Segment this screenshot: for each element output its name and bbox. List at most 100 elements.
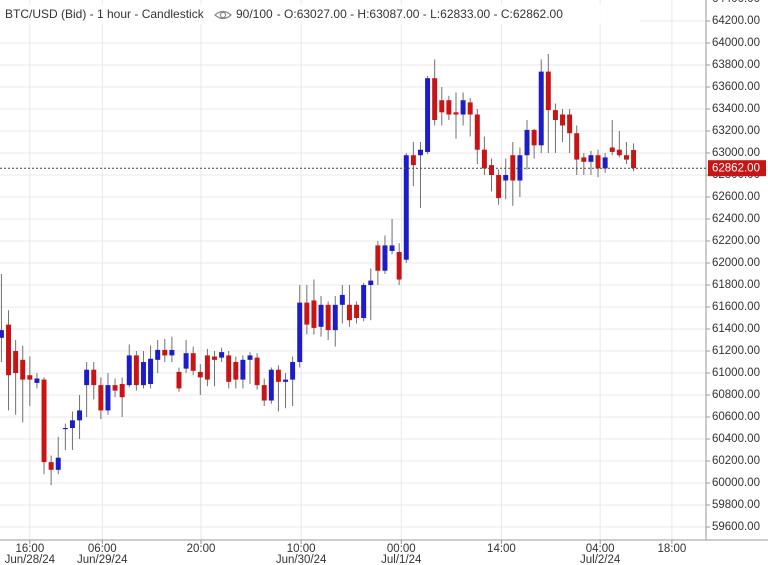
candle-body [69,420,75,429]
candle-body [623,155,629,160]
y-tick-label: 62000.00 [712,257,760,269]
y-tick-label: 59800.00 [712,499,760,511]
candle-body [140,362,146,386]
y-tick-label: 64400.00 [712,0,760,5]
candle-body [325,304,331,331]
candle-body [467,102,473,115]
grid [0,0,706,540]
candle-body [552,110,558,121]
y-tick-label: 61200.00 [712,345,760,357]
candle-body [396,252,402,280]
candle-body [517,155,523,181]
y-tick-label: 59600.00 [712,521,760,533]
x-tick-date: Jun/28/24 [5,554,56,565]
x-tick-label: 18:00 [658,543,687,555]
x-tick-date: Jul/1/24 [381,554,422,565]
candle-body [417,149,423,156]
y-tick-label: 60400.00 [712,433,760,445]
candle-body [460,100,466,115]
candle-body [190,353,196,371]
candle-body [212,356,217,360]
y-tick-label: 63000.00 [712,147,760,159]
candle-body [254,357,260,386]
candle-body [6,324,12,376]
x-tick-label: 14:00 [487,543,516,555]
candle-body [560,114,566,126]
candle-body [261,385,267,401]
visibility-icon[interactable] [214,10,232,20]
candle-body [354,304,360,319]
x-tick-date: Jun/29/24 [77,554,128,565]
candle-body [489,165,494,176]
candle-body [20,359,26,380]
ohlc-readout: - O:63027.00 - H:63087.00 - L:62833.00 -… [277,7,564,21]
candle-body [503,175,509,181]
candle-body [531,129,537,146]
x-tick-label: 10:00 [287,543,316,555]
candle-body [361,285,367,319]
candle-body [346,304,352,321]
candle-body [219,352,225,358]
candle-body [318,304,324,327]
x-tick-label: 06:00 [88,543,117,555]
candle-body [588,155,594,162]
candle-body [176,371,182,389]
candle-body [339,294,345,305]
candle-body [432,78,438,121]
candle-body [226,355,232,382]
y-tick-label: 63800.00 [712,59,760,71]
candle-body [197,371,203,378]
candle-body [410,155,416,166]
candle-body [545,71,551,111]
zoom-counter: 90/100 [236,7,273,21]
last-price-tag [708,160,766,177]
y-tick-label: 61400.00 [712,323,760,335]
candle-body [162,349,168,356]
x-tick-label: 16:00 [15,543,44,555]
candle-body [368,280,374,286]
candle-body [332,304,338,331]
candle-body [283,379,289,382]
candle-body [105,385,111,411]
candle-body [240,359,246,380]
chart-title: BTC/USD (Bid) - 1 hour - Candlestick [5,7,205,21]
candle-body [581,157,587,162]
x-tick-label: 04:00 [586,543,615,555]
candle-body [204,355,210,380]
y-tick-label: 61000.00 [712,367,760,379]
candle-body [290,362,296,380]
candle-body [84,369,90,386]
candle-body [311,300,317,328]
candle-body [474,114,480,150]
candle-body [595,155,601,169]
candle-body [297,302,303,363]
candle-body [34,378,40,383]
y-tick-label: 61600.00 [712,301,760,313]
x-tick-label: 20:00 [187,543,216,555]
candle-body [98,385,104,411]
candle-body [574,133,580,160]
candle-body [382,245,388,271]
candle-body [602,157,608,169]
x-tick-label: 00:00 [387,543,416,555]
candle-body [403,155,409,260]
candle-body [55,457,61,470]
y-tick-label: 61800.00 [712,279,760,291]
y-tick-label: 63200.00 [712,125,760,137]
last-price-label: 62862.00 [712,163,760,175]
candle-body [304,302,310,325]
candle-body [275,369,281,382]
candle-body [62,428,68,430]
candle-body [453,112,459,115]
y-tick-label: 64200.00 [712,15,760,27]
candle-body [446,100,452,115]
candle-body [439,100,445,113]
candle-body [389,245,395,251]
x-tick-date: Jun/30/24 [276,554,327,565]
candle-body [41,379,47,463]
candle-body [567,114,573,134]
candle-body [27,375,33,380]
